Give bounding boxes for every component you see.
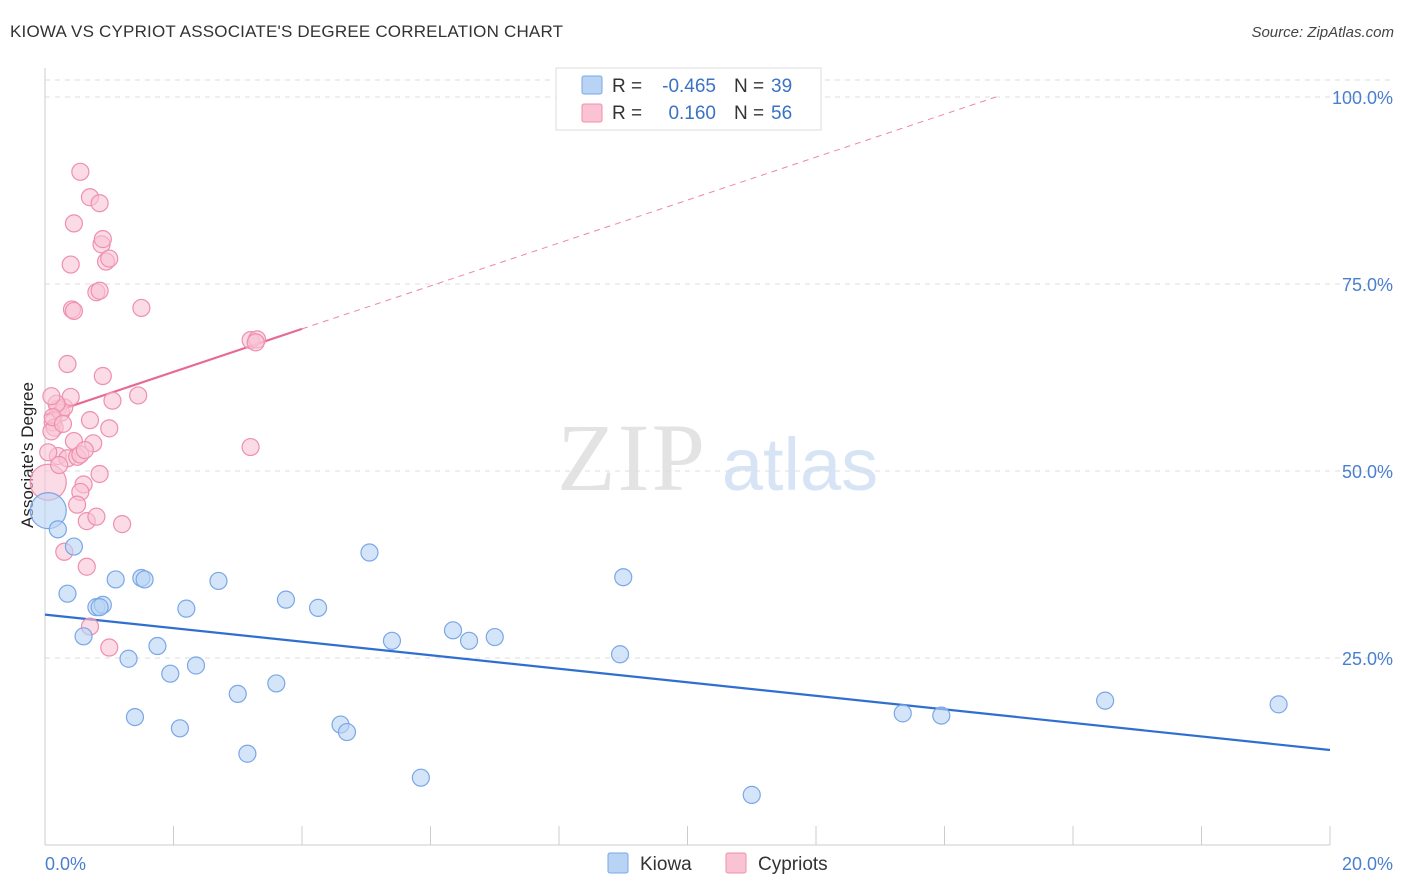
kiowa-point-6 (106, 570, 125, 589)
cypriots-trend-extension (301, 96, 997, 330)
cypriots-point-17 (90, 464, 109, 484)
kiowa-point-32 (610, 645, 630, 664)
cypriots-point-32 (90, 194, 109, 213)
cypriots-point-34 (93, 230, 112, 249)
chart-source: Source: ZipAtlas.com (1251, 24, 1394, 41)
kiowa-point-24 (485, 627, 504, 647)
kiowa-point-3 (58, 584, 77, 603)
kiowa-point-5 (74, 627, 93, 646)
cypriots-point-30 (71, 162, 90, 181)
cypriots-point-20 (87, 507, 106, 526)
kiowa-point-30 (411, 768, 430, 787)
kiowa-point-17 (267, 674, 286, 693)
cypriots-point-55 (68, 495, 87, 514)
kiowa-trend-line (44, 613, 1331, 752)
legend-kiowa-swatch (607, 852, 629, 874)
cypriots-r-label: R = (612, 103, 642, 124)
kiowa-point-33 (742, 785, 761, 804)
kiowa-point-18 (276, 590, 296, 609)
kiowa-point-29 (337, 722, 357, 742)
kiowa-point-8 (135, 570, 154, 589)
cypriots-stats-swatch (581, 103, 603, 123)
kiowa-point-12 (119, 649, 138, 668)
kiowa-point-19 (308, 598, 328, 617)
cypriots-n-value: 56 (771, 103, 792, 124)
x-tick-labels: 0.0% 20.0% (45, 854, 1393, 874)
cypriots-point-36 (100, 249, 119, 268)
kiowa-point-25 (125, 707, 145, 727)
stats-box: R = -0.465 N = 39 R = 0.160 N = 56 (555, 67, 822, 131)
kiowa-point-13 (148, 636, 167, 656)
y-tick-label-1: 75.0% (1342, 275, 1393, 295)
kiowa-point-0 (29, 492, 67, 530)
cypriots-point-29 (64, 214, 84, 233)
kiowa-point-38 (90, 598, 109, 617)
cypriots-point-24 (61, 255, 80, 274)
kiowa-r-label: R = (612, 76, 642, 97)
watermark-atlas: atlas (722, 423, 878, 506)
legend-kiowa-label: Kiowa (640, 854, 692, 875)
cypriots-point-54 (42, 387, 61, 406)
cypriots-n-label: N = (734, 103, 764, 124)
kiowa-point-34 (893, 704, 912, 723)
kiowa-point-16 (228, 684, 247, 704)
cypriots-point-52 (53, 414, 73, 433)
cypriots-point-47 (39, 443, 58, 462)
cypriots-point-39 (103, 391, 122, 410)
cypriots-point-46 (246, 333, 265, 352)
cypriots-point-6 (58, 354, 77, 374)
cypriots-point-53 (75, 440, 94, 460)
legend-cypriots-label: Cypriots (758, 854, 828, 875)
watermark: ZIP atlas (557, 404, 878, 511)
kiowa-stats-swatch (581, 75, 603, 95)
kiowa-point-36 (1096, 691, 1115, 710)
cypriots-point-28 (90, 281, 109, 300)
kiowa-r-value: -0.465 (662, 76, 716, 97)
cypriots-point-49 (50, 455, 69, 475)
legend: Kiowa Cypriots (607, 852, 828, 875)
watermark-zip: ZIP (557, 404, 707, 511)
kiowa-n-label: N = (734, 76, 764, 97)
kiowa-point-27 (238, 744, 257, 763)
cypriots-point-40 (100, 419, 119, 438)
cypriots-point-22 (77, 557, 96, 576)
kiowa-n-value: 39 (771, 76, 792, 97)
cypriots-point-15 (80, 411, 100, 430)
kiowa-point-2 (64, 537, 84, 556)
kiowa-point-23 (459, 631, 479, 650)
legend-cypriots-swatch (725, 852, 747, 874)
kiowa-point-26 (170, 719, 190, 738)
kiowa-point-9 (209, 571, 228, 591)
cypriots-point-26 (64, 301, 84, 321)
kiowa-point-15 (186, 656, 206, 675)
y-tick-label-3: 25.0% (1342, 649, 1393, 669)
cypriots-points (29, 162, 267, 657)
cypriots-point-18 (93, 366, 112, 386)
y-tick-labels: 100.0% 75.0% 50.0% 25.0% (1332, 88, 1393, 669)
kiowa-point-21 (382, 631, 402, 650)
kiowa-point-11 (177, 599, 196, 618)
kiowa-point-20 (360, 543, 379, 562)
x-tick-label-1: 20.0% (1342, 854, 1393, 874)
x-tick-label-0: 0.0% (45, 854, 86, 874)
cypriots-point-41 (112, 515, 132, 534)
chart-title: KIOWA VS CYPRIOT ASSOCIATE'S DEGREE CORR… (10, 22, 564, 41)
kiowa-points (29, 492, 1288, 804)
cypriots-point-37 (132, 298, 151, 318)
cypriots-r-value: 0.160 (668, 103, 716, 124)
cypriots-point-43 (241, 437, 260, 457)
kiowa-point-1 (48, 520, 67, 539)
y-tick-label-0: 100.0% (1332, 88, 1393, 108)
y-tick-label-2: 50.0% (1342, 462, 1393, 482)
kiowa-point-31 (614, 568, 633, 587)
kiowa-point-35 (932, 706, 951, 725)
kiowa-point-14 (161, 664, 180, 683)
kiowa-point-22 (443, 621, 463, 640)
gridlines (45, 79, 1392, 659)
kiowa-point-37 (1269, 695, 1288, 714)
cypriots-point-38 (129, 386, 148, 405)
cypriots-point-42 (100, 638, 119, 657)
